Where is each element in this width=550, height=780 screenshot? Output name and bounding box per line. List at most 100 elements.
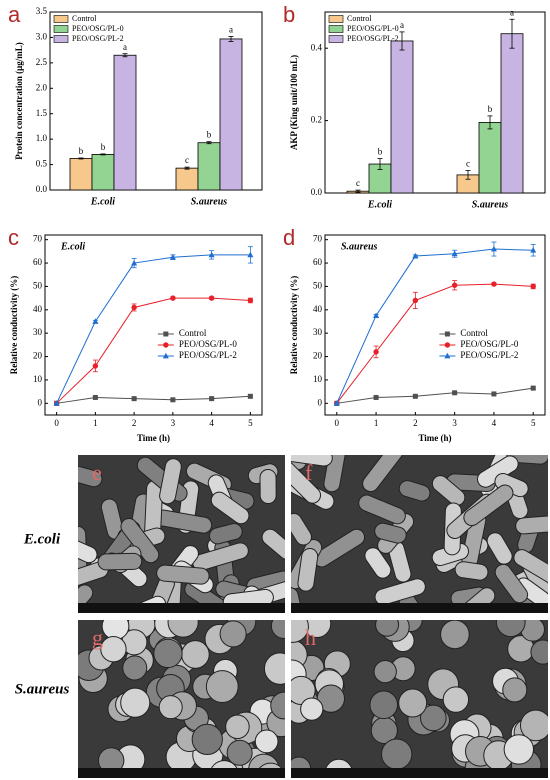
x-tick-label: 2 [132, 418, 137, 428]
error-bar [78, 157, 84, 160]
y-tick-label: 30 [313, 327, 323, 337]
series-line [336, 387, 534, 404]
y-tick-label: 40 [313, 304, 323, 314]
cell [420, 704, 447, 732]
cell [515, 514, 548, 535]
cell [97, 552, 143, 571]
cell [503, 734, 535, 765]
panel-label: c [8, 225, 19, 250]
marker [131, 396, 137, 402]
error-bar [355, 189, 361, 193]
marker [92, 318, 99, 324]
y-tick-label: 3.5 [36, 6, 48, 16]
marker [452, 390, 458, 396]
legend-label: PEO/OSG/PL-2 [460, 350, 518, 360]
series-line [336, 248, 534, 404]
info-bar [291, 603, 548, 613]
legend-label: Control [347, 14, 372, 23]
marker [412, 252, 419, 259]
marker [373, 312, 380, 319]
cell [494, 563, 529, 604]
cell [380, 738, 413, 770]
bar [175, 167, 199, 191]
micrograph [78, 620, 285, 778]
x-tick-label: S.aureus [191, 196, 228, 207]
x-tick-label: 0 [335, 418, 340, 428]
cell [431, 475, 466, 506]
marker [131, 304, 137, 311]
legend-label: PEO/OSG/PL-2 [72, 34, 124, 43]
legend-label: PEO/OSG/PL-0 [179, 339, 238, 349]
cell [463, 484, 514, 527]
x-tick-label: 0 [54, 418, 59, 428]
cell [122, 655, 148, 681]
significance-letter: a [123, 42, 127, 52]
marker [451, 250, 458, 257]
micrograph [291, 455, 548, 613]
y-tick-label: 20 [33, 351, 43, 361]
marker [412, 297, 419, 304]
marker [247, 393, 253, 399]
bar [197, 142, 221, 191]
info-bar [78, 768, 285, 778]
series-line [56, 297, 251, 404]
y-tick-label: 0 [318, 397, 323, 407]
y-tick-label: 0.0 [36, 184, 48, 194]
cell [369, 690, 399, 720]
marker [373, 349, 379, 355]
x-tick-label: S.aureus [472, 199, 509, 210]
y-tick-label: 2.5 [36, 57, 48, 67]
error-bar [465, 170, 471, 180]
significance-letter: a [510, 7, 514, 17]
cell [208, 523, 243, 545]
cell [513, 549, 548, 586]
cell [291, 675, 316, 706]
marker [373, 394, 379, 400]
marker [247, 251, 254, 258]
info-bar [78, 603, 285, 613]
panel-label: a [8, 2, 21, 27]
cell [358, 494, 406, 525]
cell [495, 620, 526, 638]
cell [181, 640, 210, 669]
x-tick-label: E.coli [367, 199, 392, 210]
marker [209, 396, 215, 402]
significance-letter: a [400, 20, 404, 30]
significance-letter: b [488, 104, 493, 114]
cell [192, 542, 249, 572]
y-tick-label: 1.0 [36, 133, 48, 143]
y-tick-label: 0.0 [311, 187, 323, 197]
legend-label: PEO/OSG/PL-2 [347, 34, 399, 43]
marker [208, 295, 215, 301]
marker [169, 254, 176, 260]
cell [78, 538, 98, 564]
cell [375, 620, 400, 637]
y-axis-label: Protein concentration (μg/mL) [14, 42, 24, 159]
y-tick-label: 0.2 [311, 115, 322, 125]
y-tick-label: 50 [313, 280, 323, 290]
cell [205, 670, 239, 703]
legend-swatch [53, 25, 69, 33]
cell [259, 468, 277, 505]
bar [219, 38, 243, 191]
cell [291, 620, 309, 643]
panel-label: d [283, 225, 295, 250]
legend-label: Control [72, 14, 97, 23]
legend-marker [163, 331, 169, 337]
y-tick-label: 60 [33, 257, 43, 267]
cell [502, 677, 528, 703]
cell [519, 709, 548, 742]
plot-frame [324, 11, 546, 194]
row-label: S.aureus [15, 681, 70, 697]
legend-label: Control [179, 328, 207, 338]
y-tick-label: 2.0 [36, 82, 48, 92]
cell [78, 465, 103, 488]
error-bar [487, 115, 493, 130]
x-tick-label: 1 [93, 418, 98, 428]
panel-label: e [92, 460, 102, 485]
marker [247, 297, 254, 304]
marker [530, 283, 536, 290]
significance-letter: c [356, 178, 360, 188]
plot-frame [49, 11, 263, 191]
